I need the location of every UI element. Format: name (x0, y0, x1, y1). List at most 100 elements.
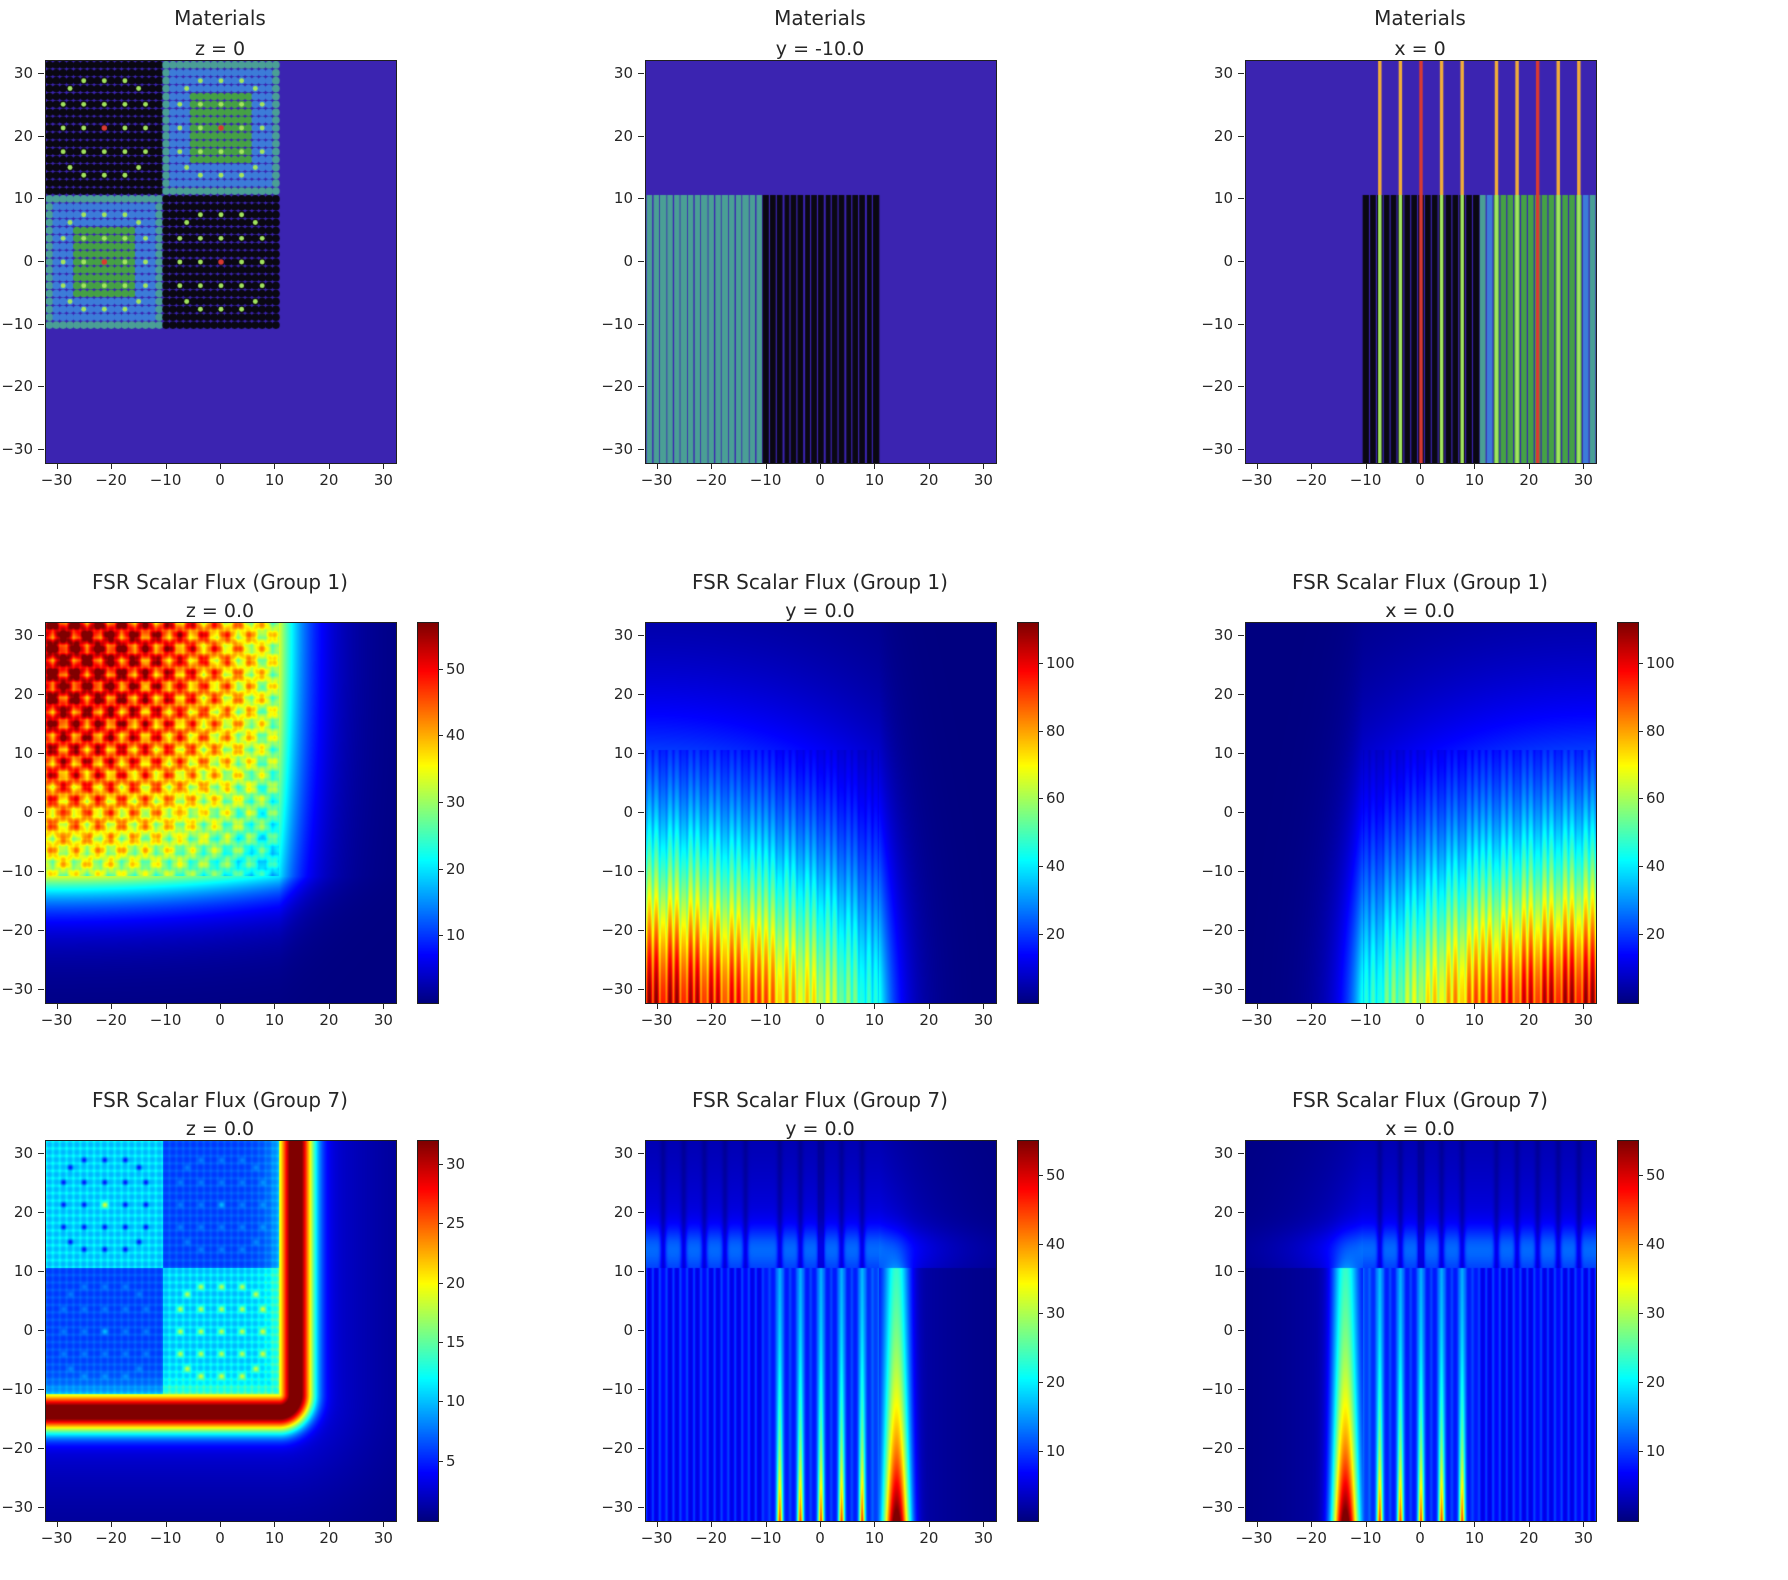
colorbar-canvas-flux-g1-z0 (418, 623, 438, 1003)
colorbar-tick-label: 50 (1646, 1165, 1666, 1184)
x-tick-mark (765, 1003, 767, 1009)
colorbar (417, 622, 439, 1004)
x-tick-label: −30 (1240, 471, 1273, 489)
heatmap-canvas-flux-g7-z0 (46, 1141, 396, 1521)
x-tick-label: 30 (973, 471, 993, 489)
y-tick-label: 30 (13, 625, 33, 644)
colorbar-tick-mark (1038, 1174, 1043, 1176)
y-tick-mark (1238, 752, 1244, 754)
y-tick-label: 0 (1223, 1321, 1233, 1339)
x-tick-label: −30 (640, 1529, 673, 1547)
x-tick-label: 10 (864, 1011, 884, 1029)
x-tick-mark (1474, 463, 1476, 469)
chart-subtitle: y = 0.0 (785, 1118, 855, 1140)
y-tick-label: 20 (1213, 1202, 1233, 1221)
y-tick-mark (638, 1389, 644, 1391)
x-tick-label: −10 (1349, 1011, 1382, 1029)
colorbar-tick-mark (1038, 866, 1043, 868)
plot-area (645, 622, 997, 1004)
colorbar-tick-mark (1038, 1381, 1043, 1383)
chart-subtitle: x = 0.0 (1385, 1118, 1455, 1140)
colorbar (1617, 1140, 1639, 1522)
x-tick-mark (1256, 1003, 1258, 1009)
x-tick-label: 0 (215, 471, 225, 489)
y-tick-mark (38, 1152, 44, 1154)
y-tick-mark (638, 930, 644, 932)
colorbar-tick-mark (1038, 798, 1043, 800)
colorbar-tick-mark (1638, 662, 1643, 664)
x-tick-mark (1420, 463, 1421, 469)
x-tick-label: 0 (1415, 1011, 1425, 1029)
y-tick-mark (1238, 1448, 1244, 1450)
chart-title: FSR Scalar Flux (Group 7) (92, 1088, 348, 1112)
y-tick-label: −30 (1201, 1498, 1233, 1517)
colorbar-tick-mark (1638, 1174, 1643, 1176)
heatmap-canvas-materials-x0 (1246, 61, 1596, 463)
y-tick-mark (638, 1211, 644, 1213)
x-tick-label: −20 (95, 471, 127, 489)
colorbar-tick-mark (1638, 1312, 1643, 1314)
y-tick-label: 30 (613, 1143, 633, 1162)
plot-area (645, 1140, 997, 1522)
y-tick-label: 0 (23, 803, 33, 821)
y-tick-mark (1238, 1330, 1244, 1331)
y-tick-mark (638, 323, 644, 325)
x-tick-mark (928, 1003, 930, 1009)
y-tick-label: −30 (1, 980, 33, 999)
y-tick-mark (38, 812, 44, 813)
y-tick-label: 20 (613, 684, 633, 703)
x-tick-mark (1365, 1521, 1367, 1527)
colorbar-canvas-flux-g7-x0 (1618, 1141, 1638, 1521)
y-tick-mark (638, 1330, 644, 1331)
x-tick-mark (983, 1521, 985, 1527)
y-tick-label: 10 (613, 743, 633, 762)
colorbar-tick-mark (1638, 730, 1643, 732)
x-tick-mark (1583, 1003, 1585, 1009)
y-tick-label: 0 (23, 1321, 33, 1339)
y-tick-mark (638, 989, 644, 991)
y-tick-label: −10 (1201, 1380, 1233, 1399)
x-tick-mark (165, 1003, 167, 1009)
x-tick-label: 30 (1573, 1011, 1593, 1029)
x-tick-label: 10 (864, 1529, 884, 1547)
x-tick-mark (1474, 1003, 1476, 1009)
x-tick-mark (1528, 1521, 1530, 1527)
x-tick-mark (820, 1521, 821, 1527)
colorbar-tick-mark (438, 1401, 443, 1403)
y-tick-mark (38, 198, 44, 200)
chart-subtitle: y = 0.0 (785, 600, 855, 622)
x-tick-label: 0 (215, 1011, 225, 1029)
colorbar-tick-label: 10 (446, 1392, 466, 1411)
chart-title: FSR Scalar Flux (Group 1) (692, 570, 948, 594)
x-tick-mark (656, 1521, 658, 1527)
x-tick-label: −20 (695, 1011, 727, 1029)
x-tick-mark (711, 1003, 713, 1009)
y-tick-mark (38, 135, 44, 137)
colorbar-tick-mark (438, 935, 443, 937)
colorbar-tick-label: 40 (1046, 1234, 1066, 1253)
colorbar-canvas-flux-g7-z0 (418, 1141, 438, 1521)
x-tick-mark (874, 1521, 876, 1527)
y-tick-mark (1238, 812, 1244, 813)
x-tick-mark (328, 463, 330, 469)
y-tick-label: −30 (601, 439, 633, 458)
y-tick-mark (1238, 323, 1244, 325)
colorbar-canvas-flux-g1-y0 (1018, 623, 1038, 1003)
y-tick-mark (1238, 871, 1244, 873)
colorbar-tick-label: 30 (1046, 1303, 1066, 1322)
x-tick-mark (274, 1521, 276, 1527)
y-tick-label: 10 (13, 189, 33, 208)
y-tick-mark (38, 323, 44, 325)
x-tick-label: −10 (749, 1529, 782, 1547)
y-tick-label: −10 (601, 862, 633, 881)
y-tick-label: −20 (601, 921, 633, 940)
colorbar-canvas-flux-g1-x0 (1618, 623, 1638, 1003)
y-tick-mark (1238, 135, 1244, 137)
x-tick-mark (56, 1003, 58, 1009)
colorbar-tick-mark (1038, 1312, 1043, 1314)
colorbar-tick-label: 20 (1646, 925, 1666, 944)
y-tick-mark (38, 930, 44, 932)
y-tick-label: −10 (1201, 862, 1233, 881)
y-tick-label: 20 (1213, 126, 1233, 145)
y-tick-label: 30 (613, 64, 633, 83)
